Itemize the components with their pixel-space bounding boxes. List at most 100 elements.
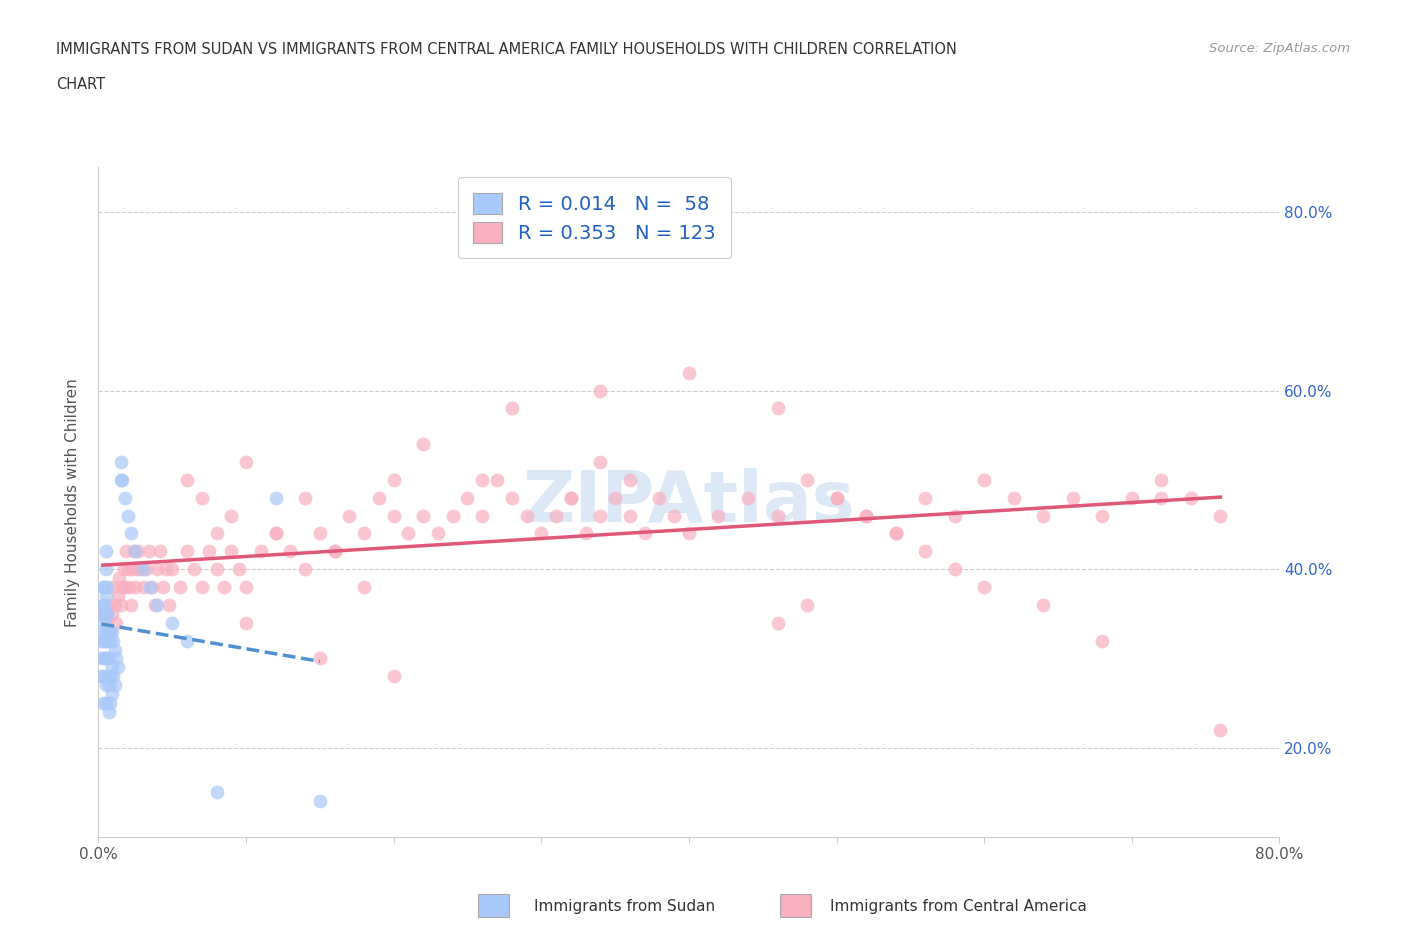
- Point: [1002, 490, 1025, 505]
- Point: [97, 705, 120, 720]
- Point: [121, 562, 143, 577]
- Point: [219, 508, 242, 523]
- Point: [103, 633, 125, 648]
- Point: [128, 562, 150, 577]
- Point: [94, 651, 117, 666]
- Point: [589, 455, 612, 470]
- Point: [501, 490, 523, 505]
- Point: [737, 490, 759, 505]
- Point: [235, 616, 257, 631]
- Point: [93, 616, 115, 631]
- Point: [294, 562, 316, 577]
- Point: [766, 401, 789, 416]
- Point: [382, 472, 405, 487]
- Point: [250, 544, 273, 559]
- Point: [104, 678, 127, 693]
- Point: [1180, 490, 1202, 505]
- Point: [100, 624, 122, 639]
- Point: [884, 526, 907, 541]
- Point: [93, 633, 115, 648]
- Point: [105, 651, 128, 666]
- Point: [124, 579, 146, 594]
- Point: [235, 579, 257, 594]
- Point: [176, 633, 198, 648]
- Point: [796, 472, 818, 487]
- Point: [530, 526, 553, 541]
- Point: [589, 508, 612, 523]
- Point: [114, 579, 136, 594]
- Point: [91, 579, 114, 594]
- Point: [560, 490, 582, 505]
- Point: [98, 669, 121, 684]
- Point: [294, 490, 316, 505]
- Point: [1091, 508, 1114, 523]
- Point: [825, 490, 848, 505]
- Point: [664, 508, 686, 523]
- Point: [97, 624, 120, 639]
- Point: [143, 597, 166, 612]
- Point: [125, 562, 148, 577]
- Point: [115, 544, 138, 559]
- Point: [110, 597, 132, 612]
- Point: [825, 490, 848, 505]
- Point: [678, 526, 700, 541]
- Point: [1121, 490, 1143, 505]
- Point: [855, 508, 877, 523]
- Point: [943, 562, 966, 577]
- Point: [1062, 490, 1084, 505]
- Text: Immigrants from Central America: Immigrants from Central America: [830, 899, 1087, 914]
- Point: [94, 633, 117, 648]
- Point: [132, 579, 155, 594]
- Point: [169, 579, 191, 594]
- Point: [108, 571, 131, 586]
- Point: [152, 579, 174, 594]
- Point: [94, 624, 117, 639]
- Point: [1032, 508, 1054, 523]
- Point: [973, 579, 995, 594]
- Point: [96, 651, 118, 666]
- Point: [382, 669, 405, 684]
- Point: [122, 544, 145, 559]
- Point: [198, 544, 221, 559]
- Point: [515, 508, 537, 523]
- Point: [914, 544, 936, 559]
- Point: [138, 544, 160, 559]
- Point: [278, 544, 302, 559]
- Point: [107, 589, 129, 604]
- Point: [162, 562, 183, 577]
- Point: [235, 455, 257, 470]
- Point: [1150, 472, 1173, 487]
- Point: [973, 472, 995, 487]
- Point: [94, 562, 117, 577]
- Legend: R = 0.014   N =  58, R = 0.353   N = 123: R = 0.014 N = 58, R = 0.353 N = 123: [458, 177, 731, 259]
- Point: [94, 589, 117, 604]
- Point: [110, 455, 132, 470]
- Point: [114, 490, 136, 505]
- Point: [501, 401, 523, 416]
- Text: Source: ZipAtlas.com: Source: ZipAtlas.com: [1209, 42, 1350, 55]
- Point: [100, 606, 122, 621]
- Point: [112, 562, 135, 577]
- Point: [135, 562, 157, 577]
- Point: [619, 508, 641, 523]
- Point: [441, 508, 464, 523]
- Point: [309, 526, 332, 541]
- Point: [97, 678, 120, 693]
- Point: [90, 633, 112, 648]
- Point: [96, 579, 118, 594]
- Point: [155, 562, 177, 577]
- Point: [93, 597, 115, 612]
- Point: [90, 651, 112, 666]
- Y-axis label: Family Households with Children: Family Households with Children: [65, 378, 80, 627]
- Point: [127, 544, 149, 559]
- Point: [353, 579, 375, 594]
- Point: [339, 508, 360, 523]
- Point: [1150, 490, 1173, 505]
- Point: [104, 642, 127, 657]
- Point: [212, 579, 235, 594]
- Point: [205, 526, 228, 541]
- Point: [914, 490, 936, 505]
- Point: [1209, 508, 1232, 523]
- Point: [707, 508, 730, 523]
- Point: [157, 597, 180, 612]
